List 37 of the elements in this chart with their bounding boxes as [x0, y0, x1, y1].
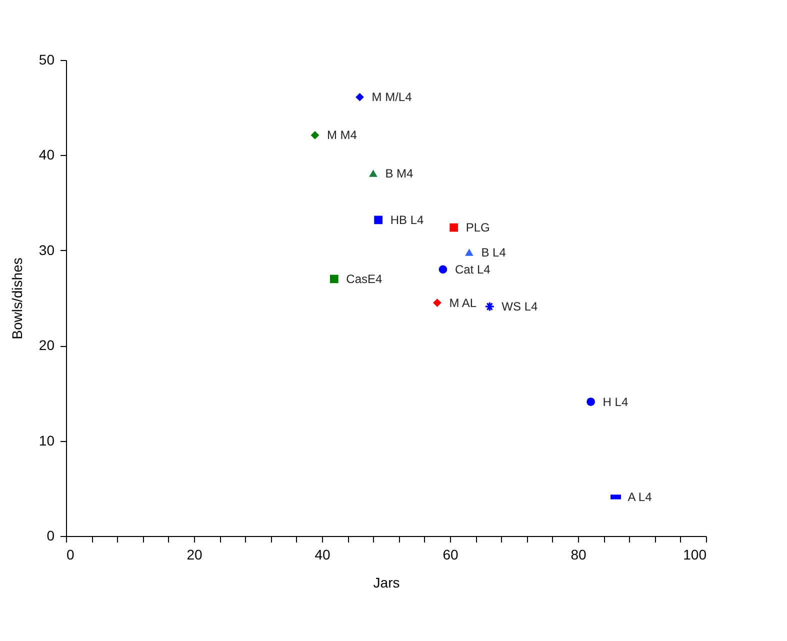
- point: [356, 92, 364, 102]
- series-label: HB L4: [390, 212, 424, 227]
- point: [374, 216, 383, 224]
- series-label: M M/L4: [372, 90, 412, 104]
- series-label: A L4: [628, 490, 652, 504]
- x-axis-title: Jars: [373, 574, 400, 590]
- y-tick-label: 40: [38, 146, 55, 163]
- series-label: PLG: [466, 220, 490, 235]
- y-tick-label: 0: [46, 528, 55, 544]
- y-axis-title: Bowls/dishes: [8, 258, 25, 340]
- point: [484, 302, 495, 312]
- x-tick-label: 60: [442, 546, 458, 562]
- x-tick-label: 100: [683, 546, 707, 562]
- point: [465, 248, 474, 256]
- series-label: M AL: [449, 296, 477, 310]
- y-tick-label: 50: [38, 52, 55, 68]
- series-label: B L4: [481, 245, 506, 260]
- series-label: H L4: [602, 394, 628, 409]
- x-tick-label: 80: [570, 546, 586, 562]
- series-label: M M4: [326, 128, 358, 142]
- series-label: CasE4: [346, 272, 383, 286]
- x-tick-label: 40: [314, 546, 330, 562]
- point: [433, 298, 442, 307]
- series-label: B M4: [385, 166, 414, 180]
- point: [450, 223, 458, 232]
- point: [586, 398, 595, 406]
- point: [330, 274, 338, 284]
- series-label: Cat L4: [454, 262, 491, 276]
- y-tick-label: 10: [38, 432, 55, 448]
- x-tick-label: 0: [66, 546, 74, 562]
- series-label: WS L4: [502, 300, 538, 314]
- point: [369, 170, 378, 177]
- y-tick-label: 30: [38, 242, 55, 258]
- x-tick-label: 20: [186, 546, 202, 562]
- point: [310, 131, 320, 140]
- y-tick-label: 20: [38, 337, 55, 354]
- point: [438, 265, 448, 274]
